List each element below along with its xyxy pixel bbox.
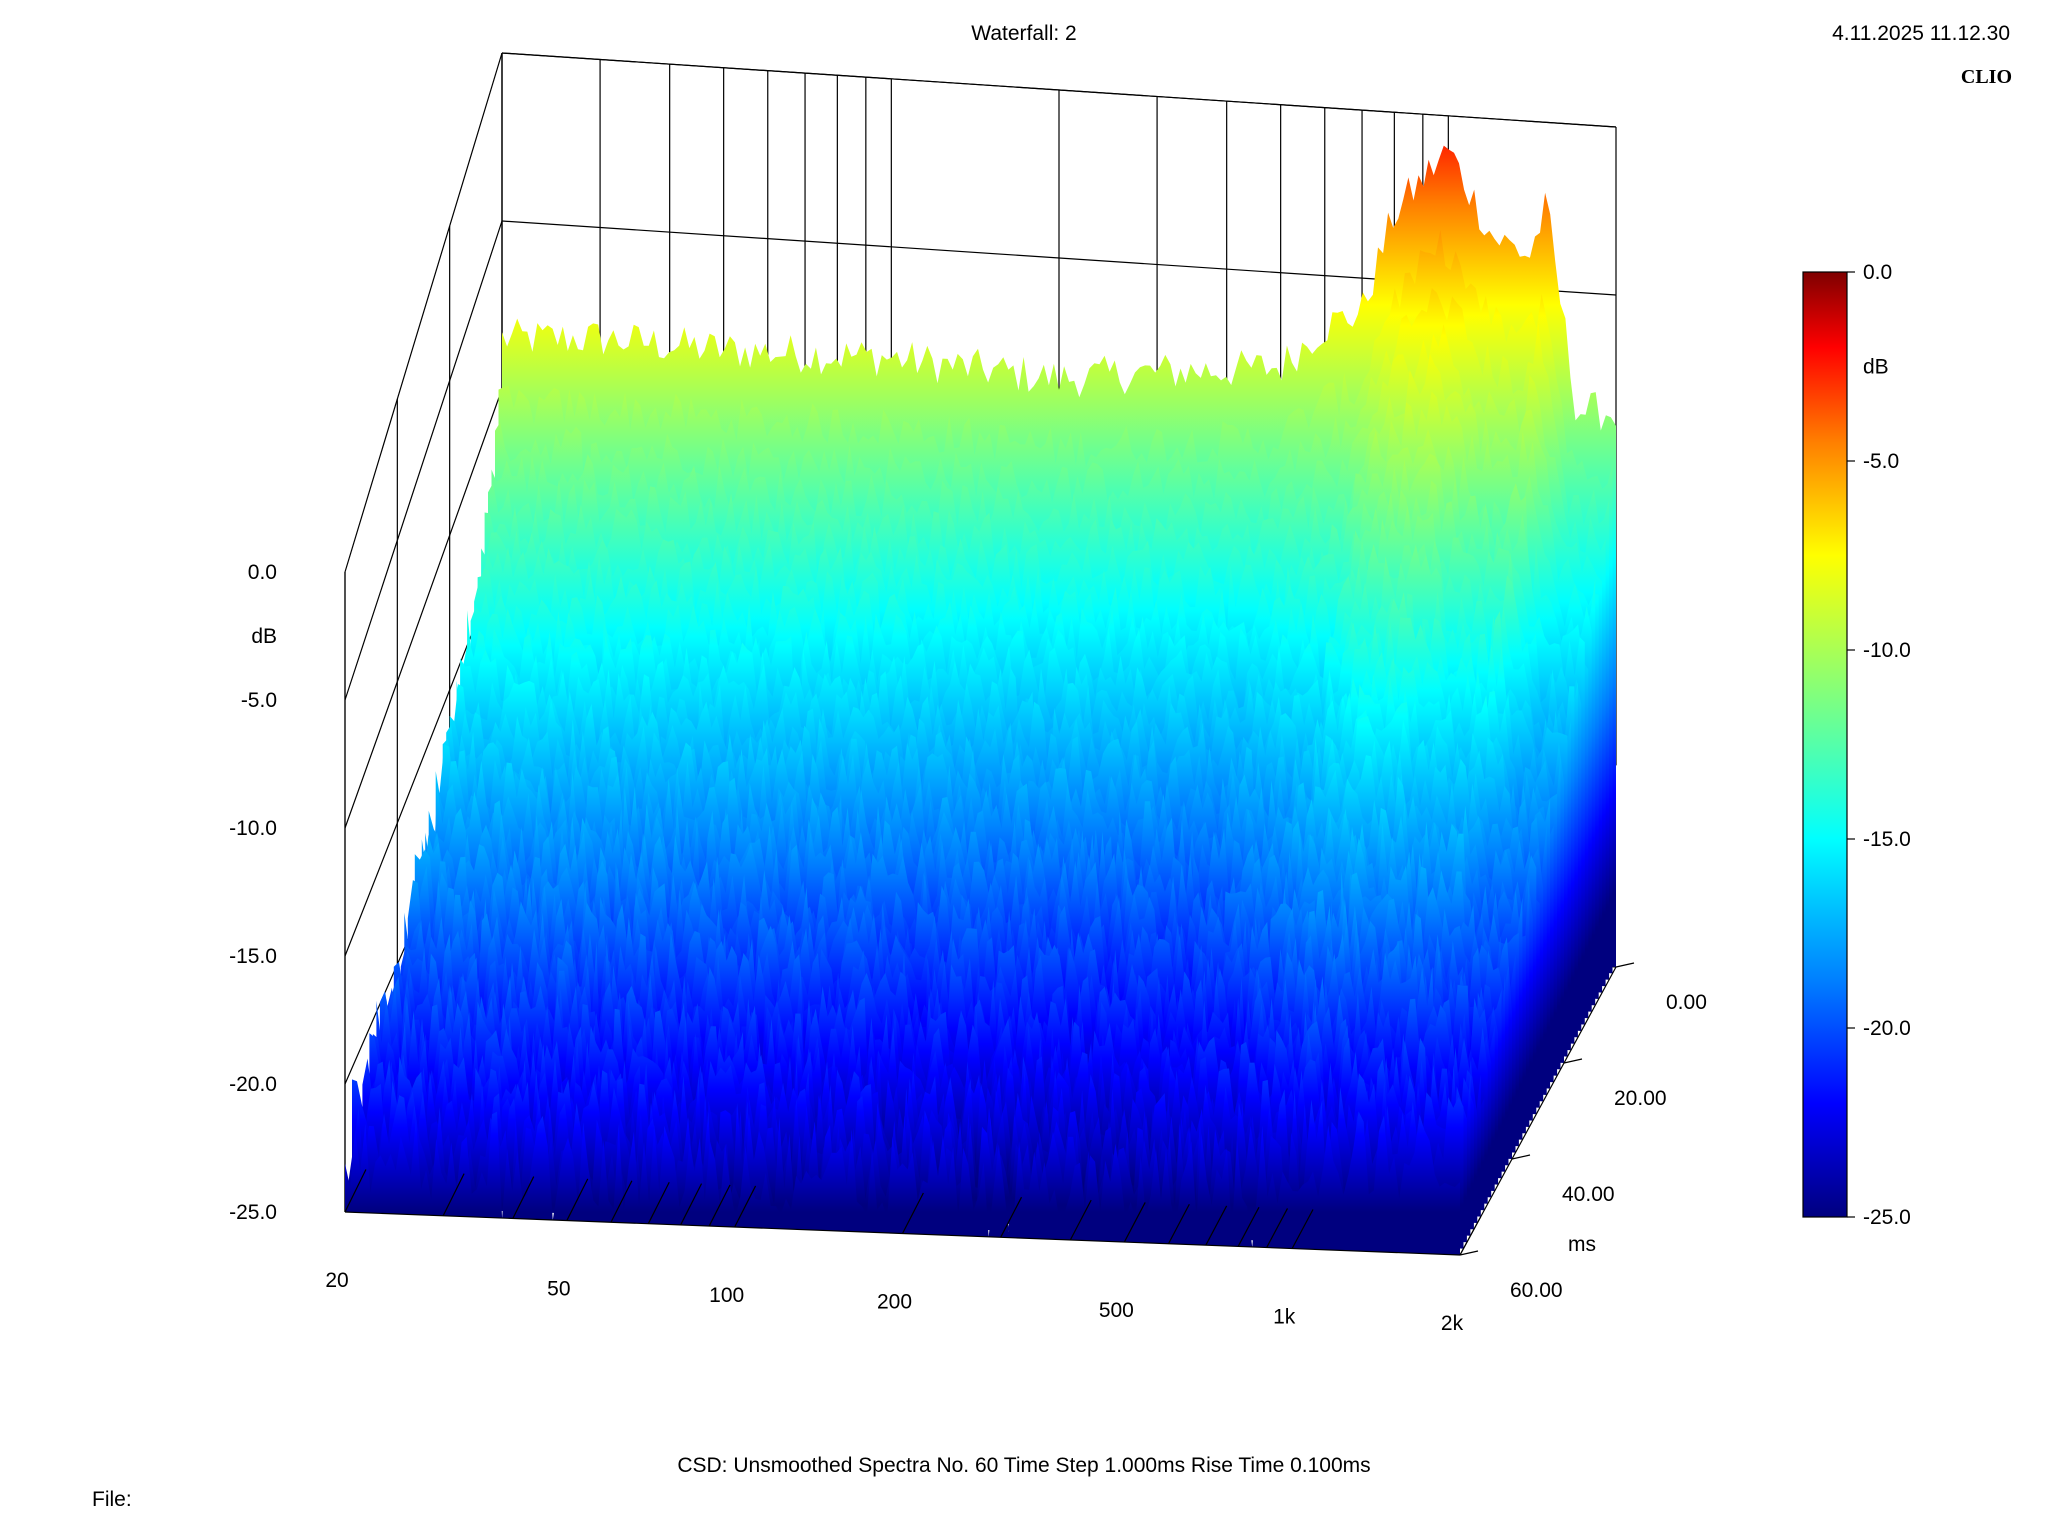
freq-tick-label: 500 (1099, 1299, 1134, 1322)
time-tick-label: 20.00 (1614, 1087, 1667, 1110)
floor-freq-gridline (610, 1180, 633, 1223)
db-tick-label: 0.0 (248, 561, 277, 584)
db-tick-label: -10.0 (229, 817, 277, 840)
floor-freq-gridline (734, 1185, 757, 1228)
right-floor-edge (1459, 966, 1617, 1256)
timestamp: 4.11.2025 11.12.30 (1832, 22, 2010, 45)
db-tick-label: -25.0 (229, 1201, 277, 1224)
colorbar-tick-label: -15.0 (1863, 828, 1911, 851)
time-tick-label: 40.00 (1562, 1183, 1615, 1206)
db-tick-label: -20.0 (229, 1073, 277, 1096)
colorbar-tick-label: -20.0 (1863, 1017, 1911, 1040)
floor-freq-gridline (1000, 1196, 1023, 1238)
colorbar-tick-label: -5.0 (1863, 450, 1899, 473)
floor-freq-gridline (1237, 1206, 1260, 1247)
left-db-gridline (344, 388, 503, 829)
colorbar-tick-label: 0.0 (1863, 261, 1892, 284)
floor-freq-gridline (708, 1184, 731, 1227)
time-tick (1563, 1058, 1583, 1064)
brand-logo: CLIO (1960, 66, 2012, 88)
floor-freq-gridline (1069, 1199, 1092, 1241)
chart-title: Waterfall: 2 (971, 22, 1077, 45)
floor-freq-gridline (566, 1178, 589, 1221)
colorbar-gradient (1802, 271, 1848, 1218)
left-db-gridline (344, 220, 503, 701)
floor-freq-gridline (901, 1192, 924, 1234)
floor-freq-gridline (512, 1176, 535, 1219)
floor-freq-gridline (1167, 1203, 1190, 1245)
floor-freq-gridline (1123, 1202, 1146, 1243)
freq-tick-label: 100 (709, 1284, 744, 1307)
floor-freq-gridline (442, 1173, 465, 1217)
left-db-gridline (344, 52, 503, 573)
db-tick-label: -5.0 (241, 689, 277, 712)
floor-freq-gridline (1266, 1208, 1289, 1248)
time-tick-label: 60.00 (1510, 1279, 1563, 1302)
time-axis-label: ms (1568, 1233, 1596, 1256)
colorbar-label: dB (1863, 356, 1889, 379)
floor-freq-gridline (1291, 1209, 1314, 1249)
axis-labels: 0.0 -5.0 -10.0 -15.0 -20.0 -25.0 dB 20 50 100 200 5… (229, 561, 1707, 1335)
freq-tick-label: 200 (877, 1291, 912, 1314)
time-tick (1511, 1154, 1531, 1160)
floor-freq-gridline (680, 1183, 703, 1226)
colorbar: 0.0 -5.0 -10.0 -15.0 -20.0 -25.0 dB (1802, 261, 1911, 1229)
freq-tick-label: 50 (547, 1278, 570, 1301)
floor-freq-gridline (1459, 1216, 1482, 1256)
front-axis-lines (344, 962, 1635, 1256)
back-db-gridline (501, 52, 1617, 128)
time-tick-label: 0.00 (1666, 991, 1707, 1014)
colorbar-tick-label: -25.0 (1863, 1206, 1911, 1229)
time-tick (1615, 962, 1635, 968)
freq-tick-label: 20 (325, 1269, 348, 1292)
floor-freq-gridline (344, 1169, 367, 1213)
time-tick (1459, 1250, 1479, 1256)
file-label: File: (92, 1488, 132, 1511)
floor-freq-gridline (1205, 1205, 1228, 1246)
waterfall-slices (345, 145, 1616, 1255)
db-tick-label: -15.0 (229, 945, 277, 968)
floor-freq-gridline (647, 1182, 670, 1224)
db-axis-label: dB (251, 625, 277, 648)
colorbar-tick-label: -10.0 (1863, 639, 1911, 662)
measurement-settings: CSD: Unsmoothed Spectra No. 60 Time Step… (677, 1454, 1371, 1477)
freq-tick-label: 1k (1273, 1306, 1296, 1329)
freq-tick-label: 2k (1441, 1312, 1464, 1335)
